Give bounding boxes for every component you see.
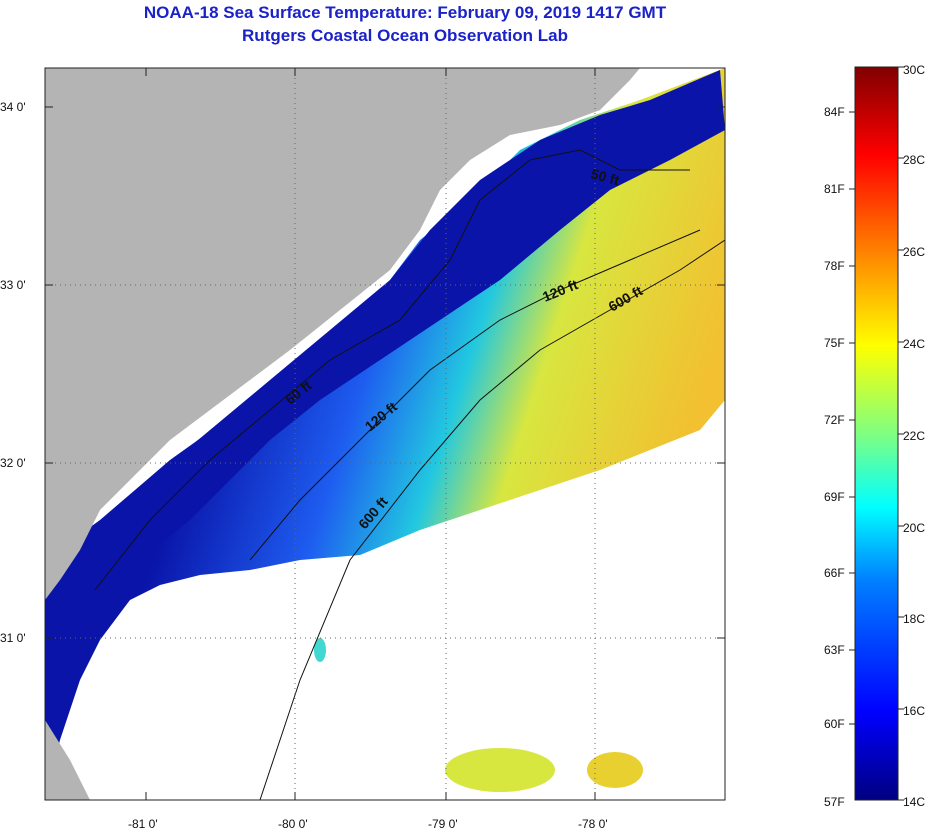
fahrenheit-label: 81F <box>824 182 845 196</box>
map-canvas: 50 ft 120 ft 600 ft 60 ft 120 ft 600 ft <box>45 68 725 800</box>
contour-line-600ft <box>259 239 725 800</box>
celsius-label: 20C <box>903 521 925 535</box>
color-bar-ticks <box>849 66 904 801</box>
celsius-label: 14C <box>903 795 925 809</box>
warm-patch <box>314 638 326 662</box>
fahrenheit-label: 72F <box>824 413 845 427</box>
fahrenheit-label: 75F <box>824 336 845 350</box>
contour-label: 50 ft <box>589 165 621 188</box>
grid-lines <box>45 68 725 800</box>
sea-surface-field <box>45 68 725 800</box>
lon-label: -79 0' <box>428 817 458 831</box>
fahrenheit-label: 60F <box>824 717 845 731</box>
celsius-label: 18C <box>903 612 925 626</box>
fahrenheit-label: 63F <box>824 643 845 657</box>
color-bar <box>854 66 899 801</box>
land-mass <box>45 720 90 800</box>
land-mass <box>45 68 640 600</box>
lon-label: -78 0' <box>578 817 608 831</box>
warm-patch <box>445 748 555 792</box>
lon-label: -81 0' <box>128 817 158 831</box>
lat-label: 32 0' <box>0 456 26 470</box>
contour-line-120ft <box>249 229 701 561</box>
fahrenheit-label: 69F <box>824 490 845 504</box>
title-line-1: NOAA-18 Sea Surface Temperature: Februar… <box>143 3 667 22</box>
contour-line-50ft <box>94 149 690 591</box>
lat-label: 33 0' <box>0 278 26 292</box>
celsius-label: 26C <box>903 245 925 259</box>
fahrenheit-label: 84F <box>824 105 845 119</box>
cold-nearshore-water <box>45 70 725 700</box>
warm-patch <box>587 752 643 788</box>
celsius-label: 30C <box>903 63 925 77</box>
celsius-label: 16C <box>903 704 925 718</box>
axis-ticks <box>45 68 725 800</box>
lat-label: 34 0' <box>0 100 26 114</box>
celsius-label: 22C <box>903 429 925 443</box>
lon-label: -80 0' <box>278 817 308 831</box>
title-line-2: Rutgers Coastal Ocean Observation Lab <box>242 26 568 45</box>
celsius-label: 28C <box>903 153 925 167</box>
fahrenheit-label: 66F <box>824 566 845 580</box>
fahrenheit-label: 57F <box>824 795 845 809</box>
fahrenheit-label: 78F <box>824 259 845 273</box>
map-frame <box>44 67 726 801</box>
lat-label: 31 0' <box>0 631 26 645</box>
celsius-label: 24C <box>903 337 925 351</box>
